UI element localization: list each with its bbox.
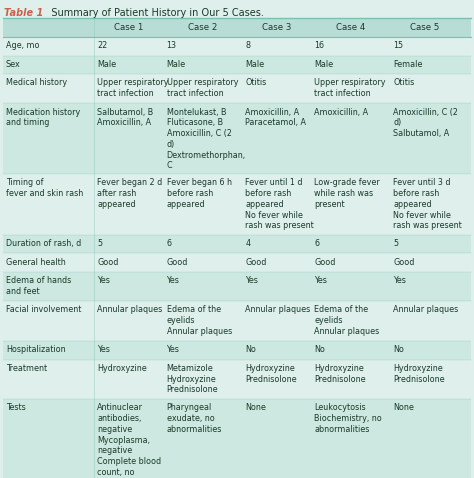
Text: Fever until 3 d
before rash
appeared
No fever while
rash was present: Fever until 3 d before rash appeared No … [393,178,462,230]
Text: Amoxicillin, A
Paracetamol, A: Amoxicillin, A Paracetamol, A [245,108,306,127]
Text: Medication history
and timing: Medication history and timing [6,108,80,127]
Text: Case 2: Case 2 [188,23,218,32]
Text: Medical history: Medical history [6,78,67,87]
Bar [3,301,471,341]
Text: Hydroxyzine
Prednisolone: Hydroxyzine Prednisolone [245,364,297,383]
Text: Treatment: Treatment [6,364,47,373]
Text: Yes: Yes [166,276,179,285]
Text: Hydroxyzine: Hydroxyzine [97,364,147,373]
Text: Amoxicillin, C (2
d)
Salbutamol, A: Amoxicillin, C (2 d) Salbutamol, A [393,108,458,138]
Text: Male: Male [97,60,117,69]
Text: Yes: Yes [314,276,327,285]
Bar [3,55,471,74]
Text: 15: 15 [393,41,403,50]
Text: Edema of hands
and feet: Edema of hands and feet [6,276,71,296]
Bar [3,272,471,301]
Text: Case 3: Case 3 [262,23,292,32]
Text: Hospitalization: Hospitalization [6,345,65,354]
Text: Sex: Sex [6,60,21,69]
Text: Yes: Yes [166,345,179,354]
Text: Fever until 1 d
before rash
appeared
No fever while
rash was present: Fever until 1 d before rash appeared No … [245,178,314,230]
Text: None: None [245,403,266,413]
Bar [3,341,471,359]
Text: Female: Female [393,60,422,69]
Bar [3,18,471,37]
Text: Duration of rash, d: Duration of rash, d [6,239,81,248]
Text: Leukocytosis
Biochemistry, no
abnormalities: Leukocytosis Biochemistry, no abnormalit… [314,403,382,434]
Text: 16: 16 [314,41,324,50]
Text: Yes: Yes [97,345,110,354]
Text: Annular plaques: Annular plaques [393,305,458,315]
Text: Male: Male [166,60,186,69]
Text: 4: 4 [245,239,250,248]
Text: Low-grade fever
while rash was
present: Low-grade fever while rash was present [314,178,380,209]
Text: Case 4: Case 4 [336,23,365,32]
Text: No: No [245,345,256,354]
Bar [3,74,471,103]
Text: No: No [393,345,404,354]
Bar [3,253,471,272]
Text: Fever began 2 d
after rash
appeared: Fever began 2 d after rash appeared [97,178,163,209]
Text: Age, mo: Age, mo [6,41,39,50]
Text: 5: 5 [97,239,102,248]
Text: 8: 8 [245,41,250,50]
Text: 6: 6 [314,239,319,248]
Text: Upper respiratory
tract infection: Upper respiratory tract infection [314,78,386,98]
Text: Upper respiratory
tract infection: Upper respiratory tract infection [97,78,169,98]
Text: Good: Good [314,258,336,267]
Text: Hydroxyzine
Prednisolone: Hydroxyzine Prednisolone [314,364,366,383]
Bar [3,399,471,478]
Bar [3,235,471,253]
Text: Hydroxyzine
Prednisolone: Hydroxyzine Prednisolone [393,364,445,383]
Text: Yes: Yes [245,276,258,285]
Bar [3,359,471,399]
Text: Antinuclear
antibodies,
negative
Mycoplasma,
negative
Complete blood
count, no
a: Antinuclear antibodies, negative Mycopla… [97,403,165,478]
Text: Pharyngeal
exudate, no
abnormalities: Pharyngeal exudate, no abnormalities [166,403,222,434]
Text: Otitis: Otitis [393,78,414,87]
Text: 6: 6 [166,239,172,248]
Text: 22: 22 [97,41,108,50]
Text: Male: Male [245,60,264,69]
Text: Edema of the
eyelids
Annular plaques: Edema of the eyelids Annular plaques [166,305,232,336]
Text: Case 5: Case 5 [410,23,439,32]
Text: Montelukast, B
Fluticasone, B
Amoxicillin, C (2
d)
Dextromethorphan,
C: Montelukast, B Fluticasone, B Amoxicilli… [166,108,246,170]
Text: Otitis: Otitis [245,78,266,87]
Text: Good: Good [245,258,266,267]
Text: Case 1: Case 1 [114,23,144,32]
Text: Annular plaques: Annular plaques [245,305,310,315]
Text: None: None [393,403,414,413]
Text: General health: General health [6,258,66,267]
Text: No: No [314,345,325,354]
Text: Table 1: Table 1 [4,8,43,18]
Bar [3,174,471,235]
Text: Good: Good [393,258,414,267]
Text: Edema of the
eyelids
Annular plaques: Edema of the eyelids Annular plaques [314,305,380,336]
Text: Upper respiratory
tract infection: Upper respiratory tract infection [166,78,238,98]
Text: Yes: Yes [97,276,110,285]
Text: Good: Good [166,258,188,267]
Text: 13: 13 [166,41,176,50]
Text: Male: Male [314,60,334,69]
Text: Yes: Yes [393,276,406,285]
Text: Salbutamol, B
Amoxicillin, A: Salbutamol, B Amoxicillin, A [97,108,154,127]
Text: Timing of
fever and skin rash: Timing of fever and skin rash [6,178,83,198]
Text: Amoxicillin, A: Amoxicillin, A [314,108,369,117]
Text: Facial involvement: Facial involvement [6,305,82,315]
Text: Good: Good [97,258,118,267]
Text: Fever began 6 h
before rash
appeared: Fever began 6 h before rash appeared [166,178,231,209]
Bar [3,103,471,174]
Text: 5: 5 [393,239,398,248]
Bar [3,37,471,55]
Text: Metamizole
Hydroxyzine
Prednisolone: Metamizole Hydroxyzine Prednisolone [166,364,218,394]
Text: Annular plaques: Annular plaques [97,305,163,315]
Text: Tests: Tests [6,403,26,413]
Text: Summary of Patient History in Our 5 Cases.: Summary of Patient History in Our 5 Case… [42,8,264,18]
